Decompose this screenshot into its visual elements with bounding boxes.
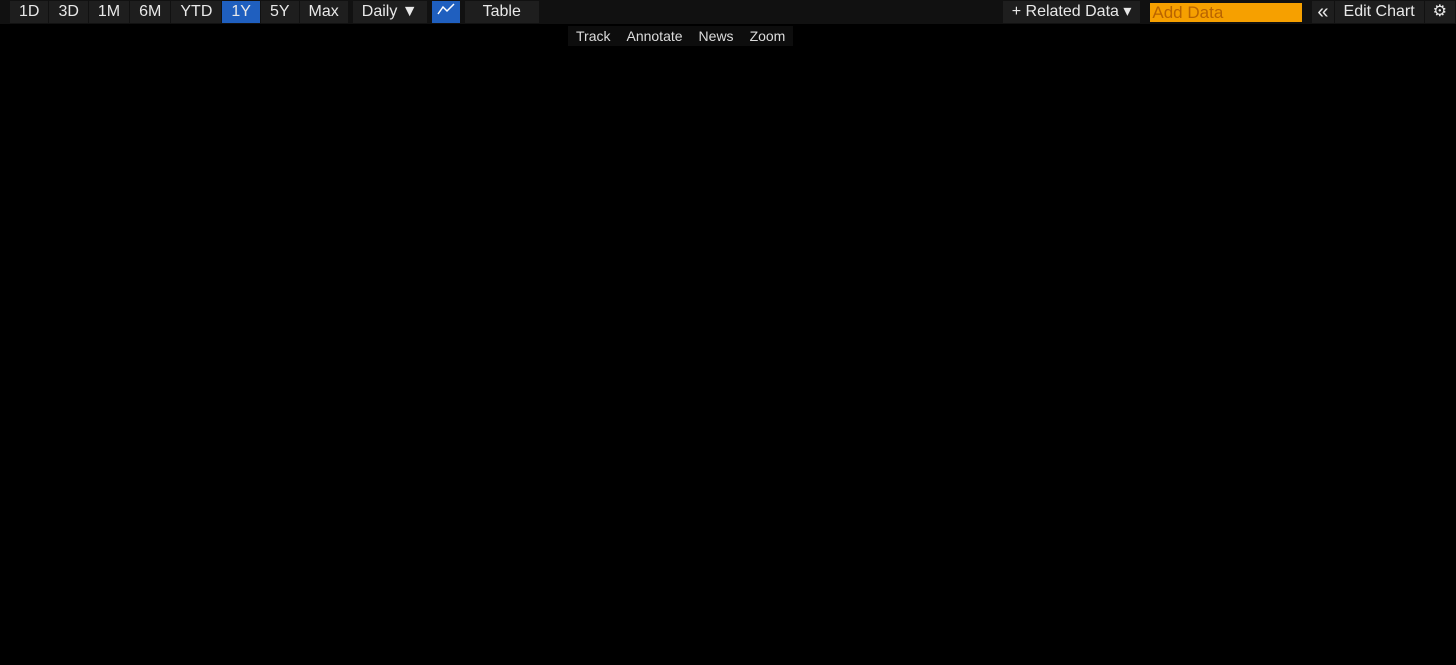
range-button[interactable]: 3D [49,1,88,23]
range-button[interactable]: 1D [10,1,49,23]
subtool-button[interactable]: Track [576,28,611,44]
subtool-button[interactable]: Zoom [749,28,786,44]
edit-button[interactable]: Edit Chart [1334,1,1424,23]
table-button[interactable]: Table [464,1,539,23]
range-button[interactable]: 5Y [260,1,299,23]
range-button[interactable]: 1M [88,1,130,23]
frequency-button[interactable]: Daily ▼ [352,1,427,23]
range-button[interactable]: 1Y [222,1,260,23]
range-button[interactable]: 6M [130,1,171,23]
collapse-button[interactable]: « [1312,1,1334,23]
add-data-input[interactable]: Add Data [1150,2,1303,22]
range-button[interactable]: Max [299,1,348,23]
related-button[interactable]: + Related Data ▾ [1002,1,1141,23]
subtoolbar: Track Annotate News Zoom [568,26,794,46]
subtool-button[interactable]: News [698,28,734,44]
subtool-button[interactable]: Annotate [626,28,683,44]
settings-button[interactable]: ⚙ [1424,1,1455,23]
range-button[interactable]: YTD [171,1,222,23]
